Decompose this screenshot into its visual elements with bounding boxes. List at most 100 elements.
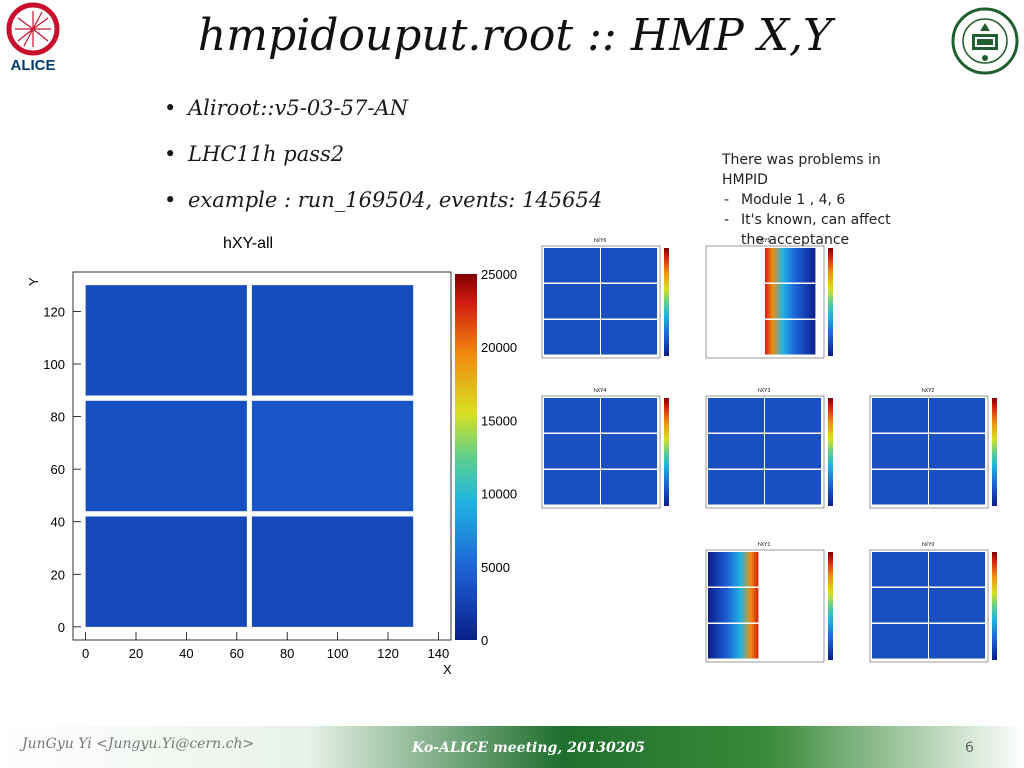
note-item-known: It's known, can affect	[722, 210, 942, 230]
small-plot-module	[872, 398, 928, 433]
bullet-list: Aliroot::v5-03-57-AN LHC11h pass2 exampl…	[160, 92, 602, 230]
small-plot-module	[708, 552, 759, 587]
small-plot-hxy2: hXY2	[869, 388, 997, 509]
y-tick-label: 60	[51, 462, 65, 477]
color-scale-bar	[455, 274, 477, 640]
small-plot-module	[929, 398, 985, 433]
small-color-scale	[664, 398, 669, 506]
small-plot-module	[872, 624, 928, 659]
footer-bar	[0, 726, 1024, 768]
color-scale-label: 25000	[481, 267, 517, 282]
slide-title: hmpidouput.root :: HMP X,Y	[197, 10, 833, 61]
problem-note: There was problems in HMPID Module 1 , 4…	[722, 150, 942, 250]
detector-module-0	[85, 516, 247, 627]
small-plot-module	[708, 624, 759, 659]
note-item-modules: Module 1 , 4, 6	[722, 190, 942, 210]
small-plot-module	[544, 248, 600, 283]
small-plot-module	[765, 398, 821, 433]
bullet-aliroot-version: Aliroot::v5-03-57-AN	[160, 92, 602, 138]
small-color-scale	[992, 398, 997, 506]
small-plot-module	[765, 470, 821, 505]
small-plot-module	[601, 470, 657, 505]
small-plot-module	[544, 320, 600, 355]
small-plot-title: hXY3	[758, 388, 770, 394]
university-seal-logo	[951, 7, 1019, 75]
x-tick-label: 80	[280, 646, 294, 661]
x-tick-label: 40	[179, 646, 193, 661]
detector-module-1	[251, 516, 414, 627]
small-color-scale	[664, 248, 669, 356]
small-plot-hxy4: hXY4	[541, 388, 669, 509]
note-line-2: HMPID	[722, 172, 768, 188]
y-tick-label: 80	[51, 410, 65, 425]
small-plot-module	[872, 434, 928, 469]
small-plot-module	[708, 588, 759, 623]
svg-text:ALICE: ALICE	[11, 57, 56, 74]
y-tick-label: 40	[51, 515, 65, 530]
small-plot-hxy0: hXY0	[869, 542, 997, 663]
small-plot-module	[708, 434, 764, 469]
small-plot-module	[872, 470, 928, 505]
small-color-scale	[828, 248, 833, 356]
x-axis-ticks: 0 20 40 60 80 100 120 140	[82, 632, 449, 661]
color-scale-label: 10000	[481, 487, 517, 502]
small-plot-hxy1: hXY1	[705, 542, 833, 663]
small-plot-module	[708, 470, 764, 505]
x-tick-label: 60	[230, 646, 244, 661]
small-plot-module	[872, 588, 928, 623]
x-tick-label: 0	[82, 646, 89, 661]
small-color-scale	[828, 398, 833, 506]
x-tick-label: 20	[129, 646, 143, 661]
small-plot-module	[929, 470, 985, 505]
small-plot-title: hXY5	[758, 238, 770, 244]
small-color-scale	[828, 552, 833, 660]
x-tick-label: 100	[327, 646, 349, 661]
color-scale-label: 0	[481, 633, 488, 648]
small-plot-title: hXY1	[758, 542, 770, 548]
small-plot-title: hXY0	[922, 542, 934, 548]
color-scale-ticks: 0 5000 10000 15000 20000 25000	[481, 267, 517, 648]
alice-logo: ALICE	[6, 2, 60, 74]
y-tick-label: 100	[43, 357, 65, 372]
note-item-acceptance: the acceptance	[741, 232, 850, 248]
main-heatmap-plot: hXY-all 0 20 40 60 80 100 120 140 0 20 40 60 80 100 1…	[26, 235, 517, 677]
plot-title: hXY-all	[223, 235, 273, 252]
small-plot-module	[765, 284, 816, 319]
x-axis-label: X	[443, 662, 452, 677]
y-tick-label: 0	[58, 620, 65, 635]
small-plot-module	[601, 320, 657, 355]
small-plot-module	[929, 552, 985, 587]
small-plot-module	[872, 552, 928, 587]
small-plot-hxy5: hXY5	[705, 238, 833, 359]
y-tick-label: 20	[51, 567, 65, 582]
detector-module-5	[251, 285, 414, 396]
small-plot-module	[601, 434, 657, 469]
y-axis-label: Y	[26, 277, 41, 286]
note-line-1: There was problems in	[722, 152, 881, 168]
small-plot-module	[544, 470, 600, 505]
small-plot-module	[544, 434, 600, 469]
small-plot-module	[765, 434, 821, 469]
color-scale-label: 5000	[481, 560, 510, 575]
small-plot-hxy3: hXY3	[705, 388, 833, 509]
x-tick-label: 120	[377, 646, 399, 661]
small-plot-module	[601, 398, 657, 433]
small-plot-module	[765, 320, 816, 355]
small-plot-module	[765, 248, 816, 283]
small-plot-module	[929, 434, 985, 469]
page-number: 6	[965, 740, 974, 756]
y-tick-label: 120	[43, 304, 65, 319]
small-color-scale	[992, 552, 997, 660]
detector-module-2	[85, 400, 247, 512]
footer-author: JunGyu Yi <Jungyu.Yi@cern.ch>	[22, 736, 255, 752]
small-plot-title: hXY4	[594, 388, 606, 394]
small-plot-module	[544, 398, 600, 433]
color-scale-label: 15000	[481, 413, 517, 428]
small-plot-module	[929, 624, 985, 659]
small-plot-title: hXY2	[922, 388, 934, 394]
small-plot-module	[708, 398, 764, 433]
footer-meeting: Ko-ALICE meeting, 20130205	[412, 740, 646, 756]
small-plot-title: hXY6	[594, 238, 606, 244]
detector-module-4	[85, 285, 247, 396]
y-axis-ticks: 0 20 40 60 80 100 120	[43, 304, 81, 635]
